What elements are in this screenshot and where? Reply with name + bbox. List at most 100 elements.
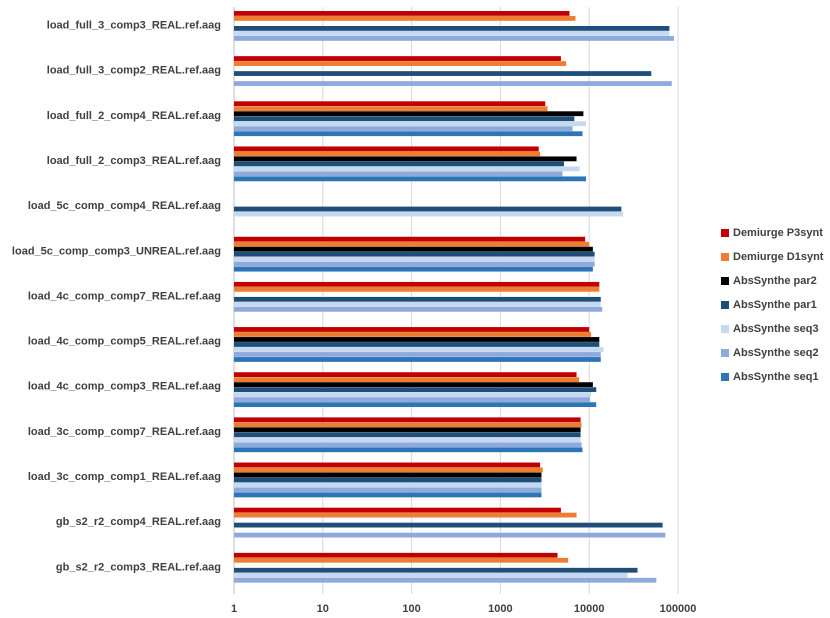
bar xyxy=(234,327,590,332)
x-tick-label: 10 xyxy=(317,603,329,615)
bar xyxy=(234,422,582,428)
category-label: load_full_3_comp2_REAL.ref.aag xyxy=(47,65,221,77)
bar xyxy=(234,26,670,31)
x-tick-label: 100 xyxy=(402,603,420,615)
bar xyxy=(234,397,590,403)
bar xyxy=(234,467,543,473)
bar xyxy=(234,246,593,252)
category-labels: load_full_3_comp3_REAL.ref.aag load_full_… xyxy=(12,19,221,573)
legend-label: AbsSynthe par2 xyxy=(733,275,817,287)
category-label: load_4c_comp_comp5_REAL.ref.aag xyxy=(28,336,221,348)
bar xyxy=(234,36,674,41)
bar xyxy=(234,61,567,66)
bar xyxy=(234,427,581,433)
category-label: load_3c_comp_comp7_REAL.ref.aag xyxy=(28,426,221,438)
bar xyxy=(234,417,581,423)
bar xyxy=(234,402,597,408)
bar xyxy=(234,372,577,378)
category-label: gb_s2_r2_comp3_REAL.ref.aag xyxy=(56,561,221,573)
bar xyxy=(234,532,666,538)
bar xyxy=(234,171,563,177)
bar xyxy=(234,101,546,107)
bar xyxy=(234,286,600,292)
x-tick-label: 1000 xyxy=(488,603,512,615)
bar xyxy=(234,447,583,453)
bar xyxy=(234,241,590,247)
legend: Demiurge P3synt Demiurge D1synt AbsSynthe … xyxy=(721,227,824,383)
bar xyxy=(234,342,600,347)
bar xyxy=(234,156,577,162)
category-label: load_full_2_comp4_REAL.ref.aag xyxy=(47,110,221,122)
bar xyxy=(234,477,542,483)
bar xyxy=(234,577,657,583)
bar xyxy=(234,557,569,563)
bar xyxy=(234,211,623,217)
bar xyxy=(234,347,604,352)
bar xyxy=(234,352,601,357)
bar xyxy=(234,251,595,257)
category-label: load_full_2_comp3_REAL.ref.aag xyxy=(47,155,221,167)
category-label: load_full_3_comp3_REAL.ref.aag xyxy=(47,19,221,31)
bar xyxy=(234,522,663,528)
bar xyxy=(234,442,582,448)
category-label: load_4c_comp_comp7_REAL.ref.aag xyxy=(28,290,221,302)
legend-label: AbsSynthe seq1 xyxy=(733,371,819,383)
bar xyxy=(234,462,541,468)
legend-label: Demiurge P3synt xyxy=(733,227,823,239)
x-tick-label: 10000 xyxy=(574,603,605,615)
legend-swatch xyxy=(721,373,729,381)
bars xyxy=(234,11,674,583)
bar xyxy=(234,81,672,86)
legend-swatch xyxy=(721,325,729,333)
bar xyxy=(234,552,558,558)
bar xyxy=(234,126,573,132)
legend-label: AbsSynthe seq3 xyxy=(733,323,819,335)
legend-swatch xyxy=(721,301,729,309)
legend-label: AbsSynthe par1 xyxy=(733,299,817,311)
bar xyxy=(234,296,601,302)
bar xyxy=(234,236,586,242)
bar xyxy=(234,131,583,137)
bar xyxy=(234,146,539,152)
bar xyxy=(234,16,576,21)
category-label: load_4c_comp_comp3_REAL.ref.aag xyxy=(28,381,221,393)
bar xyxy=(234,261,595,267)
bar xyxy=(234,281,600,287)
bar xyxy=(234,11,570,16)
bar xyxy=(234,472,542,478)
legend-label: AbsSynthe seq2 xyxy=(733,347,819,359)
legend-label: Demiurge D1synt xyxy=(733,251,824,263)
legend-swatch xyxy=(721,349,729,357)
bar xyxy=(234,56,561,61)
bar xyxy=(234,71,652,76)
x-tick-label: 1 xyxy=(231,603,237,615)
bar xyxy=(234,121,586,127)
legend-swatch xyxy=(721,253,729,261)
bar xyxy=(234,116,575,122)
bar xyxy=(234,432,581,438)
category-label: load_3c_comp_comp1_REAL.ref.aag xyxy=(28,471,221,483)
bar xyxy=(234,332,592,337)
bar xyxy=(234,387,597,393)
bar xyxy=(234,492,542,498)
legend-swatch xyxy=(721,229,729,237)
bar xyxy=(234,357,601,362)
bar xyxy=(234,482,542,488)
bar xyxy=(234,567,638,573)
bar xyxy=(234,512,577,518)
bar xyxy=(234,337,600,342)
bar xyxy=(234,377,580,383)
bar xyxy=(234,176,586,182)
category-label: gb_s2_r2_comp4_REAL.ref.aag xyxy=(56,516,221,528)
bar xyxy=(234,437,581,443)
bar xyxy=(234,151,541,157)
bar xyxy=(234,301,601,307)
bar xyxy=(234,256,595,262)
bar xyxy=(234,31,670,36)
bar xyxy=(234,392,592,398)
bar xyxy=(234,572,628,578)
bar xyxy=(234,166,580,172)
bar xyxy=(234,206,622,212)
x-axis-ticks: 1 10 100 1000 10000 100000 xyxy=(231,603,696,615)
